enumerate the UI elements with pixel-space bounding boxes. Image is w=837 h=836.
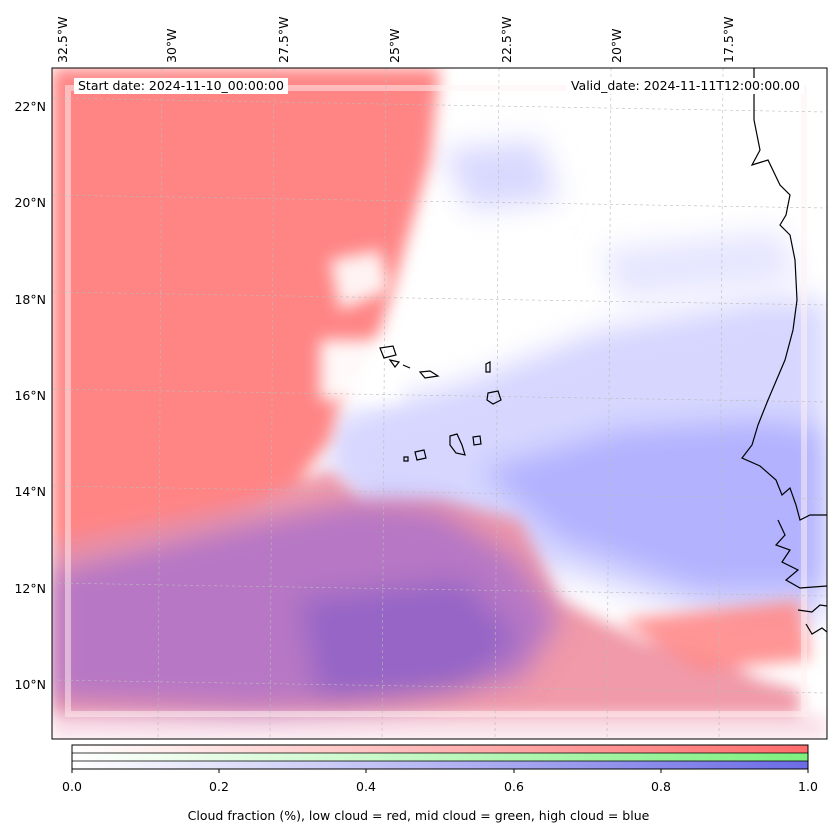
colorbar-tick: 0.4: [356, 779, 376, 794]
latitude-labels: 22°N 20°N 18°N 16°N 14°N 12°N 10°N: [14, 99, 46, 692]
lat-label: 14°N: [14, 484, 46, 499]
lat-label: 22°N: [14, 99, 46, 114]
high-cloud-layer: [330, 140, 827, 630]
valid-date-label: Valid_date: 2024-11-11T12:00:00.00: [566, 78, 804, 94]
lon-label: 20°W: [609, 28, 624, 63]
colorbar-low: [72, 745, 808, 753]
colorbar-high: [72, 761, 808, 769]
lon-label: 22.5°W: [499, 17, 514, 63]
colorbar: 0.0 0.2 0.4 0.6 0.8 1.0: [62, 744, 818, 794]
colorbar-tick: 0.0: [62, 779, 82, 794]
clear-sky-patches: [320, 250, 400, 400]
lon-label: 27.5°W: [276, 17, 291, 63]
lon-label: 25°W: [387, 28, 402, 63]
colorbar-tick: 0.8: [651, 779, 671, 794]
mixed-cloud-band: [52, 500, 560, 710]
lon-label: 17.5°W: [721, 17, 736, 63]
colorbar-tick: 1.0: [798, 779, 818, 794]
lat-label: 18°N: [14, 292, 46, 307]
coastline: [379, 68, 827, 635]
lat-label: 16°N: [14, 388, 46, 403]
colorbar-tick: 0.2: [209, 779, 229, 794]
colorbar-mid: [72, 753, 808, 761]
cloud-field: [52, 68, 827, 739]
colorbar-caption: Cloud fraction (%), low cloud = red, mid…: [187, 808, 650, 823]
longitude-labels: 32.5°W 30°W 27.5°W 25°W 22.5°W 20°W 17.5…: [55, 17, 736, 63]
graticule: [52, 68, 827, 739]
lat-label: 12°N: [14, 581, 46, 596]
lon-label: 32.5°W: [55, 17, 70, 63]
lon-label: 30°W: [164, 28, 179, 63]
lat-label: 20°N: [14, 195, 46, 210]
map-frame: [51, 67, 828, 740]
lat-label: 10°N: [14, 677, 46, 692]
colorbar-tick: 0.6: [504, 779, 524, 794]
start-date-label: Start date: 2024-11-10_00:00:00: [74, 78, 288, 94]
